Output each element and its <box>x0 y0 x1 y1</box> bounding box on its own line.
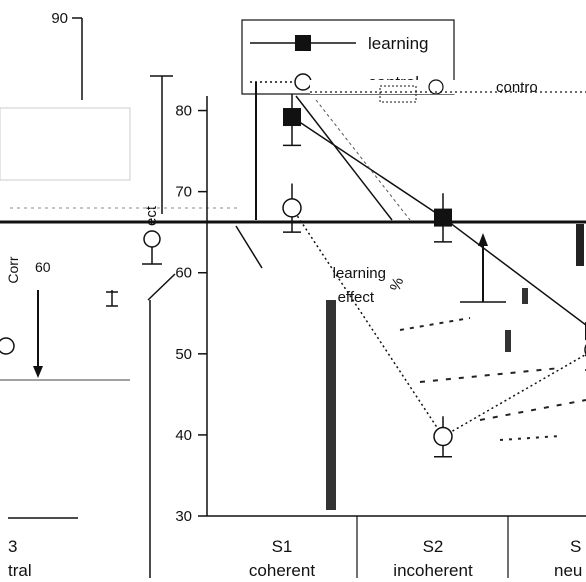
left-panel-arrowhead <box>33 366 43 378</box>
glitch-bar <box>326 300 336 510</box>
glitch-dash-3 <box>479 399 586 421</box>
left-panel-tick-60: 60 <box>35 259 51 275</box>
glitch-bar-right <box>576 224 584 266</box>
x-category-labels: S1 coherent S2 incoherent S neu <box>249 537 582 580</box>
percent-symbol: % <box>387 275 408 293</box>
x-tick-label-s3-fragment: S <box>570 537 581 556</box>
series-control <box>282 183 586 458</box>
left-panel-ylabel-fragment: Corr <box>5 256 21 284</box>
left-ghost-panel: 90 Corr 3 tral 60 <box>0 10 131 580</box>
x-sublabel-incoherent: incoherent <box>393 561 473 580</box>
y-ticks: 30 40 50 60 70 80 <box>175 103 207 525</box>
data-point-square <box>283 108 301 127</box>
legend-learning-marker <box>295 35 311 51</box>
x-sublabel-neutral-fragment: neu <box>554 561 582 580</box>
glitch-diag-1 <box>295 95 393 221</box>
mid-diagonal <box>147 273 176 301</box>
learning-effect-annotation: learning effect % <box>333 233 506 306</box>
data-point-circle <box>433 426 453 447</box>
y-tick-label: 30 <box>175 508 192 525</box>
left-panel-category-num: 3 <box>8 537 17 556</box>
glitch-diag-3 <box>235 225 263 269</box>
legend: learning control contro <box>241 19 586 103</box>
left-panel-y-tick-label: 90 <box>51 10 68 27</box>
y-tick-label: 70 <box>175 184 192 201</box>
glitch-mark-1 <box>505 330 511 352</box>
x-sublabel-coherent: coherent <box>249 561 315 580</box>
legend-glitch-stripes <box>379 85 417 103</box>
data-point-circle <box>282 198 302 218</box>
left-panel-fragment-box <box>0 107 131 181</box>
y-tick-label: 50 <box>175 346 192 363</box>
legend-glitch <box>310 80 586 94</box>
data-point-square <box>434 208 452 227</box>
y-tick-label: 40 <box>175 427 192 444</box>
left-panel-category-word: tral <box>8 561 32 580</box>
learning-effect-label-1: learning <box>333 265 386 282</box>
mid-ghost-fragment: ect <box>0 75 586 578</box>
learning-effect-arrowhead <box>478 233 488 246</box>
legend-learning-label: learning <box>368 34 429 53</box>
series-line <box>291 207 586 438</box>
mid-control-point <box>143 230 161 248</box>
x-tick-label-s1: S1 <box>272 537 293 556</box>
glitch-mark-2 <box>522 288 528 304</box>
glitch-overlay <box>235 82 586 441</box>
glitch-diag-2 <box>315 99 411 221</box>
legend-ghost-label: contro <box>496 79 538 96</box>
legend-control-marker <box>294 73 312 91</box>
legend-ghost-circle <box>428 79 444 95</box>
glitch-dash-2 <box>419 367 561 383</box>
main-axes: 30 40 50 60 70 80 <box>175 96 586 578</box>
y-tick-label: 80 <box>175 103 192 120</box>
left-panel-control-point <box>0 337 15 355</box>
y-tick-label: 60 <box>175 265 192 282</box>
glitch-dash-1 <box>399 317 471 331</box>
glitch-dash-4 <box>499 435 561 441</box>
series-learning <box>283 88 586 357</box>
learning-effect-label-2: effect <box>338 289 375 306</box>
x-tick-label-s2: S2 <box>423 537 444 556</box>
